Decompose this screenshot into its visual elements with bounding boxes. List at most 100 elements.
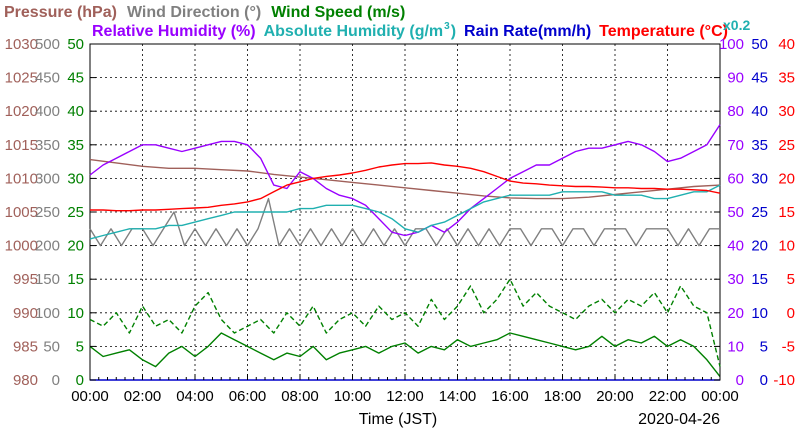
legend-entry: Temperature (°C) <box>599 23 728 40</box>
y-tick-label-wind_dir: 300 <box>35 170 60 187</box>
y-tick-label-pressure: 980 <box>13 372 38 389</box>
y-tick-label-wind_dir: 50 <box>43 338 60 355</box>
x-tick-label: 16:00 <box>491 388 529 405</box>
y-tick-label-rain: 5 <box>760 338 768 355</box>
y-tick-label-rain: 45 <box>751 70 768 87</box>
x-tick-label: 12:00 <box>386 388 424 405</box>
y-tick-label-humidity: 60 <box>727 170 744 187</box>
y-tick-label-temp: 0 <box>787 305 795 322</box>
legend-entry: Rain Rate(mm/h) <box>464 23 591 40</box>
x-tick-label: 20:00 <box>596 388 634 405</box>
y-tick-label-humidity: 50 <box>727 204 744 221</box>
y-tick-label-temp: 25 <box>778 137 795 154</box>
y-tick-label-wind_speed: 20 <box>67 238 84 255</box>
y-tick-label-wind_dir: 200 <box>35 238 60 255</box>
y-tick-label-pressure: 1010 <box>5 170 38 187</box>
y-tick-label-humidity: 30 <box>727 271 744 288</box>
legend-entry: Absolute Humidity (g/m <box>264 23 444 40</box>
series-line <box>89 124 721 237</box>
y-tick-label-wind_speed: 50 <box>67 36 84 53</box>
y-tick-label-temp: 40 <box>778 36 795 53</box>
y-tick-label-humidity: 90 <box>727 70 744 87</box>
x-axis-label: Time (JST) <box>359 411 438 428</box>
legend-entry: Relative Humidity (%) <box>92 23 256 40</box>
y-tick-label-wind_dir: 0 <box>52 372 60 389</box>
series-line <box>89 278 721 367</box>
y-tick-label-rain: 15 <box>751 271 768 288</box>
scale-note: x0.2 <box>723 17 750 33</box>
y-tick-label-wind_speed: 35 <box>67 137 84 154</box>
x-tick-label: 06:00 <box>229 388 267 405</box>
legend-superscript: 3 <box>444 21 450 32</box>
series-line <box>90 162 721 212</box>
x-tick-label: 00:00 <box>71 388 109 405</box>
y-tick-label-rain: 35 <box>751 137 768 154</box>
legend-entry-close: ) <box>451 23 456 40</box>
y-tick-label-wind_dir: 350 <box>35 137 60 154</box>
y-tick-label-temp: 10 <box>778 238 795 255</box>
y-tick-label-humidity: 0 <box>736 372 744 389</box>
y-tick-label-pressure: 985 <box>13 338 38 355</box>
y-tick-label-pressure: 1005 <box>5 204 38 221</box>
y-tick-label-wind_speed: 45 <box>67 70 84 87</box>
y-tick-label-rain: 25 <box>751 204 768 221</box>
series-line <box>89 197 720 247</box>
x-tick-label: 08:00 <box>281 388 319 405</box>
x-tick-label: 10:00 <box>334 388 372 405</box>
y-tick-label-pressure: 995 <box>13 271 38 288</box>
y-tick-label-wind_speed: 15 <box>67 271 84 288</box>
y-tick-label-wind_speed: 10 <box>67 305 84 322</box>
y-tick-label-rain: 20 <box>751 238 768 255</box>
x-tick-label: 22:00 <box>649 388 687 405</box>
y-tick-label-humidity: 100 <box>719 36 744 53</box>
y-tick-label-temp: 15 <box>778 204 795 221</box>
x-tick-label: 00:00 <box>701 388 739 405</box>
legend: Pressure (hPa) Wind Direction (°) Wind Spe… <box>4 4 750 40</box>
y-tick-label-temp: 30 <box>778 103 795 120</box>
y-tick-label-rain: 30 <box>751 170 768 187</box>
y-tick-label-wind_dir: 450 <box>35 70 60 87</box>
y-tick-label-pressure: 1020 <box>5 103 38 120</box>
y-tick-label-humidity: 40 <box>727 238 744 255</box>
y-tick-label-wind_speed: 0 <box>76 372 84 389</box>
x-tick-label: 14:00 <box>439 388 477 405</box>
y-tick-label-temp: 5 <box>787 271 795 288</box>
y-tick-label-humidity: 10 <box>727 338 744 355</box>
y-tick-label-wind_speed: 25 <box>67 204 84 221</box>
y-tick-label-temp: 35 <box>778 70 795 87</box>
y-tick-label-temp: -5 <box>782 338 795 355</box>
y-tick-label-rain: 0 <box>760 372 768 389</box>
x-tick-label: 18:00 <box>544 388 582 405</box>
y-tick-label-wind_speed: 30 <box>67 170 84 187</box>
legend-entry: Pressure (hPa) <box>4 4 117 21</box>
y-tick-label-wind_speed: 5 <box>76 338 84 355</box>
axes: 9809859909951000100510101015102010251030… <box>5 36 795 405</box>
series-line <box>89 184 721 240</box>
y-tick-label-pressure: 1000 <box>5 238 38 255</box>
series-line <box>89 332 721 378</box>
legend-entry: Wind Direction (°) <box>127 4 261 21</box>
y-tick-label-wind_dir: 100 <box>35 305 60 322</box>
y-tick-label-wind_dir: 500 <box>35 36 60 53</box>
x-tick-label: 04:00 <box>176 388 214 405</box>
y-tick-label-humidity: 20 <box>727 305 744 322</box>
y-tick-label-wind_dir: 400 <box>35 103 60 120</box>
y-tick-label-humidity: 80 <box>727 103 744 120</box>
y-tick-label-rain: 50 <box>751 36 768 53</box>
y-tick-label-wind_speed: 40 <box>67 103 84 120</box>
series-layer <box>89 124 721 381</box>
y-tick-label-pressure: 1025 <box>5 70 38 87</box>
y-tick-label-temp: 20 <box>778 170 795 187</box>
y-tick-label-wind_dir: 150 <box>35 271 60 288</box>
y-tick-label-rain: 40 <box>751 103 768 120</box>
y-tick-label-temp: -10 <box>773 372 795 389</box>
y-tick-label-pressure: 990 <box>13 305 38 322</box>
date-label: 2020-04-26 <box>638 411 720 428</box>
y-tick-label-wind_dir: 250 <box>35 204 60 221</box>
y-tick-label-rain: 10 <box>751 305 768 322</box>
y-tick-label-pressure: 1015 <box>5 137 38 154</box>
y-tick-label-humidity: 70 <box>727 137 744 154</box>
x-tick-label: 02:00 <box>124 388 162 405</box>
legend-entry: Wind Speed (m/s) <box>271 4 405 21</box>
